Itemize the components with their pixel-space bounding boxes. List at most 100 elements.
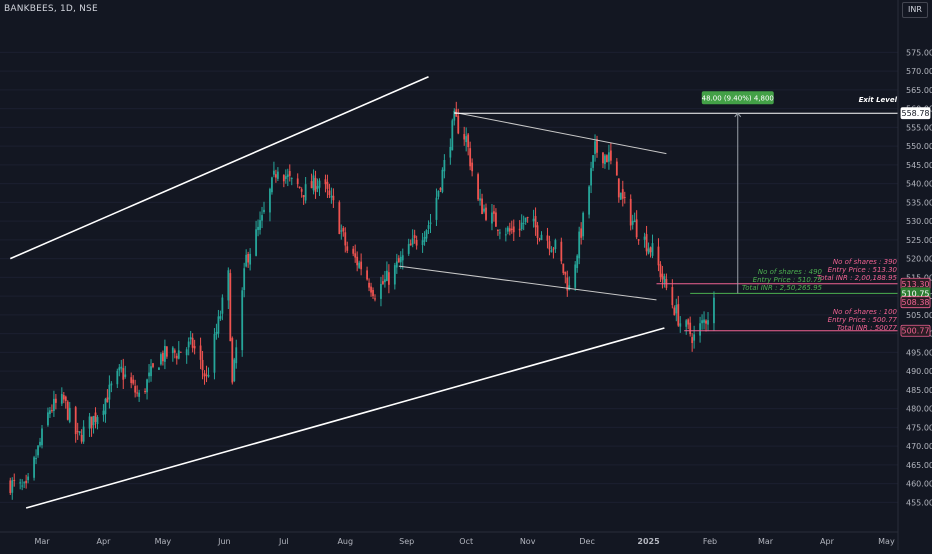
price-tick-label: 520.00 [906,255,932,264]
candle-body [457,115,460,134]
time-tick-label: Sep [399,537,414,546]
candle-body [372,289,374,297]
price-tick-label: 505.00 [906,311,932,320]
candle-body [647,248,650,254]
position-annotation-top: No of shares : 390 [833,258,898,266]
candle-body [229,273,232,342]
candle-body [96,417,99,425]
position-annotation-top: Entry Price : 513.30 [828,266,898,274]
candle-body [27,476,30,481]
candle-body [380,283,382,299]
currency-button[interactable]: INR [902,2,928,18]
candle-body [483,208,485,212]
candle-body [413,235,416,238]
candle-body [296,178,299,185]
candle-body [60,393,63,404]
candle-body [393,265,396,285]
candle-body [491,212,493,224]
price-tick-label: 490.00 [906,367,932,376]
price-tick-label: 525.00 [906,236,932,245]
candle-body [592,155,594,168]
candle-body [661,273,664,280]
channel-line [25,327,665,509]
candle-body [94,412,97,422]
candle-body [263,209,265,213]
price-tick-label: 455.00 [906,498,932,507]
candle-body [205,374,208,376]
candle-body [130,377,133,383]
candle-body [344,232,347,246]
candle-body [562,263,565,274]
price-tag-label: 558.78 [902,109,930,118]
position-annotation-bottom: Entry Price : 500.77 [828,316,898,324]
candle-body [342,228,345,232]
candle-body [360,261,363,270]
candle-body [370,286,372,293]
candle-body [691,337,694,344]
candle-body [671,287,674,306]
candle-body [705,320,707,324]
price-tick-label: 475.00 [906,423,932,432]
candle-body [19,482,22,484]
time-tick-label: Jul [278,537,289,546]
candles [9,101,715,500]
candle-body [512,226,515,233]
time-tick-label: Apr [97,537,112,546]
candle-body [257,226,259,231]
position-annotation-top: Total INR : 2,00,188.95 [817,274,898,282]
candle-body [677,304,680,326]
candle-body [286,174,289,178]
candle-body [701,320,703,324]
candle-body [245,254,248,267]
candle-body [304,184,307,201]
time-tick-label: Mar [34,537,50,546]
candle-body [259,220,261,230]
candle-body [49,410,51,415]
price-tick-label: 555.00 [906,123,932,132]
candle-body [64,396,67,401]
candle-body [463,134,466,140]
candle-body [441,169,444,192]
candle-body [302,195,305,198]
candle-body [47,412,49,426]
position-annotation-green: No of shares : 490 [758,268,823,276]
candle-body [269,188,271,213]
price-tick-label: 465.00 [906,461,932,470]
candle-body [687,319,690,325]
candle-body [288,171,291,176]
candle-body [574,264,577,288]
candle-body [606,155,608,163]
candle-body [550,249,553,253]
candle-body [564,271,567,275]
candle-body [504,234,507,236]
candle-body [689,322,692,335]
candle-body [449,146,452,158]
candle-body [11,480,14,493]
candle-body [546,235,549,241]
candle-body [282,175,285,182]
candle-body [231,338,234,383]
drawings [9,76,898,509]
candle-body [635,219,638,238]
candle-body [201,359,204,371]
candle-body [409,243,412,246]
candle-body [261,215,263,221]
candle-body [271,177,273,193]
candle-body [138,392,141,397]
candle-body [290,177,293,179]
candle-body [645,234,648,252]
candle-body [171,347,174,354]
candle-body [368,282,370,288]
candle-body [328,190,331,196]
time-axis: Mar Apr May Jun Jul Aug Sep Oct Nov Dec 2025 Feb Mar… [34,537,894,546]
candle-body [118,367,121,371]
candle-body [324,179,327,185]
candle-body [580,228,583,238]
candle-body [227,270,230,301]
wedge-line [454,111,667,155]
candle-body [177,350,180,359]
position-annotation-bottom: No of shares : 100 [833,308,898,316]
time-tick-label: Feb [703,537,717,546]
